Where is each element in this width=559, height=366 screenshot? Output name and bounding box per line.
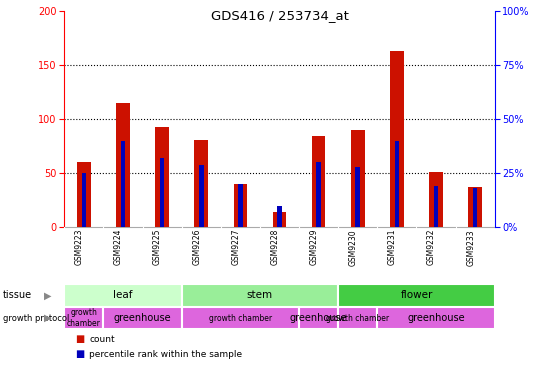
Text: GSM9231: GSM9231 — [388, 229, 397, 265]
Bar — [468, 187, 482, 227]
Text: ▶: ▶ — [44, 290, 51, 300]
Bar — [429, 172, 443, 227]
Text: GSM9226: GSM9226 — [192, 229, 201, 265]
Bar — [182, 307, 299, 329]
Text: GSM9224: GSM9224 — [114, 229, 123, 265]
Bar — [312, 137, 325, 227]
Text: percentile rank within the sample: percentile rank within the sample — [89, 350, 243, 359]
Text: growth chamber: growth chamber — [209, 314, 272, 322]
Bar — [277, 206, 282, 227]
Text: count: count — [89, 335, 115, 344]
Text: GSM9228: GSM9228 — [271, 229, 280, 265]
Text: GDS416 / 253734_at: GDS416 / 253734_at — [211, 9, 348, 22]
Bar — [77, 163, 91, 227]
Text: GSM9229: GSM9229 — [310, 229, 319, 265]
Bar — [64, 284, 182, 307]
Bar — [351, 130, 364, 227]
Bar — [299, 307, 338, 329]
Bar — [238, 184, 243, 227]
Text: GSM9223: GSM9223 — [75, 229, 84, 265]
Bar — [234, 184, 247, 227]
Text: growth chamber: growth chamber — [326, 314, 389, 322]
Bar — [377, 307, 495, 329]
Bar — [395, 141, 399, 227]
Text: greenhouse: greenhouse — [407, 313, 465, 323]
Text: ■: ■ — [75, 349, 85, 359]
Text: GSM9227: GSM9227 — [231, 229, 240, 265]
Bar — [182, 284, 338, 307]
Text: GSM9230: GSM9230 — [349, 229, 358, 266]
Bar — [338, 284, 495, 307]
Bar — [160, 158, 164, 227]
Bar — [121, 141, 125, 227]
Text: flower: flower — [400, 290, 433, 300]
Text: greenhouse: greenhouse — [290, 313, 348, 323]
Text: GSM9233: GSM9233 — [466, 229, 475, 266]
Bar — [473, 188, 477, 227]
Bar — [116, 103, 130, 227]
Bar — [434, 186, 438, 227]
Bar — [356, 167, 360, 227]
Text: growth protocol: growth protocol — [3, 314, 69, 322]
Text: leaf: leaf — [113, 290, 132, 300]
Text: growth
chamber: growth chamber — [67, 308, 101, 328]
Text: GSM9232: GSM9232 — [427, 229, 436, 265]
Text: stem: stem — [247, 290, 273, 300]
Bar — [64, 307, 103, 329]
Text: ■: ■ — [75, 334, 85, 344]
Bar — [195, 140, 208, 227]
Bar — [338, 307, 377, 329]
Bar — [273, 212, 286, 227]
Bar — [82, 173, 86, 227]
Bar — [199, 165, 203, 227]
Text: ▶: ▶ — [44, 313, 51, 323]
Text: tissue: tissue — [3, 290, 32, 300]
Bar — [316, 163, 321, 227]
Bar — [155, 127, 169, 227]
Bar — [103, 307, 182, 329]
Text: GSM9225: GSM9225 — [153, 229, 162, 265]
Bar — [390, 51, 404, 227]
Text: greenhouse: greenhouse — [113, 313, 172, 323]
